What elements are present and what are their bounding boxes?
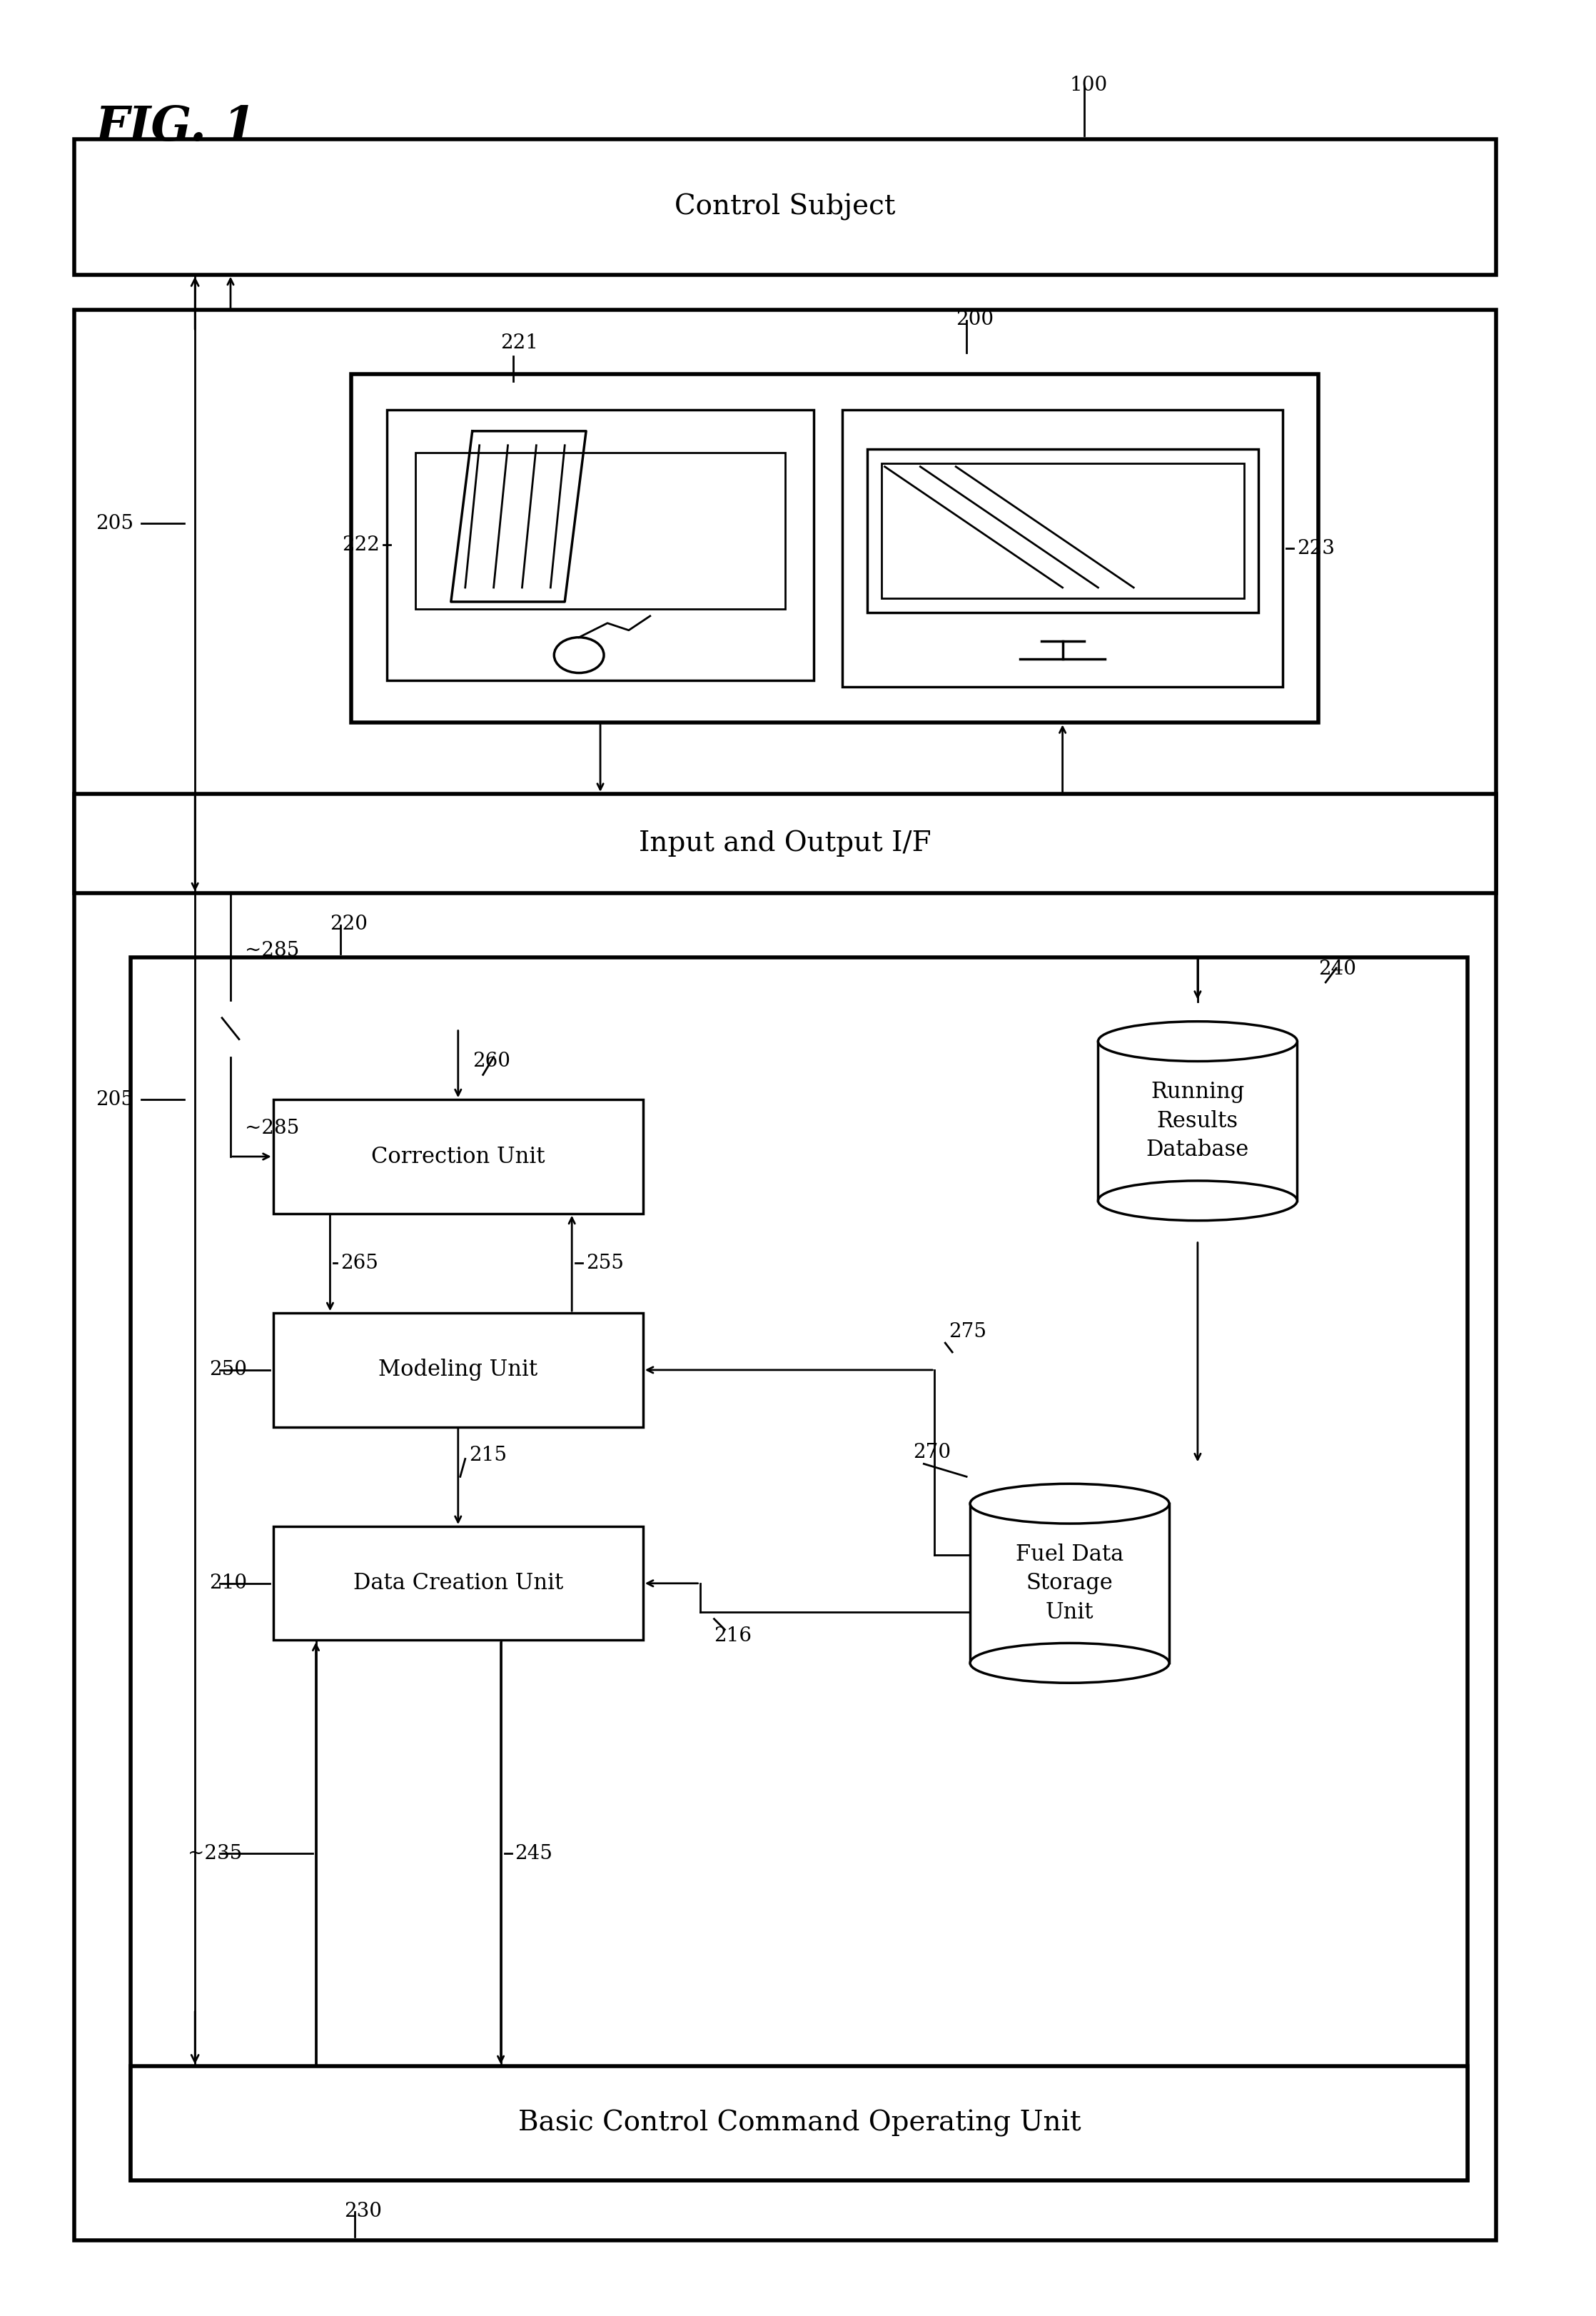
- Bar: [131, 2066, 1468, 2179]
- Text: 230: 230: [345, 2203, 381, 2221]
- Bar: [970, 1503, 1170, 1663]
- Bar: [386, 410, 814, 681]
- Text: 200: 200: [956, 310, 994, 329]
- Text: 216: 216: [713, 1626, 752, 1644]
- Text: Running
Results
Database: Running Results Database: [1146, 1082, 1250, 1160]
- Text: 255: 255: [586, 1253, 624, 1274]
- Bar: [273, 1526, 643, 1640]
- Text: ~285: ~285: [244, 940, 298, 959]
- Text: 275: 275: [948, 1322, 986, 1341]
- Text: 250: 250: [209, 1359, 247, 1380]
- Bar: [73, 310, 1497, 2240]
- Text: 270: 270: [913, 1443, 951, 1461]
- Text: 210: 210: [209, 1573, 247, 1593]
- Text: Control Subject: Control Subject: [675, 195, 895, 220]
- Bar: [131, 957, 1468, 2179]
- Text: 265: 265: [342, 1253, 378, 1274]
- Text: 205: 205: [96, 514, 132, 533]
- Ellipse shape: [1098, 1021, 1298, 1061]
- Text: Modeling Unit: Modeling Unit: [378, 1359, 538, 1380]
- Text: Fuel Data
Storage
Unit: Fuel Data Storage Unit: [1015, 1542, 1124, 1624]
- Text: 245: 245: [516, 1844, 552, 1864]
- Ellipse shape: [554, 637, 603, 674]
- Bar: [843, 410, 1283, 688]
- Ellipse shape: [970, 1485, 1170, 1524]
- Text: 223: 223: [1298, 540, 1334, 558]
- Text: 215: 215: [469, 1445, 506, 1466]
- Ellipse shape: [970, 1642, 1170, 1684]
- Text: Basic Control Command Operating Unit: Basic Control Command Operating Unit: [519, 2110, 1080, 2138]
- Text: FIG. 1: FIG. 1: [96, 104, 257, 151]
- Bar: [867, 449, 1258, 611]
- Bar: [415, 452, 785, 609]
- Text: Input and Output I/F: Input and Output I/F: [638, 829, 932, 857]
- Bar: [881, 463, 1243, 598]
- Text: 222: 222: [342, 535, 380, 554]
- Text: ~285: ~285: [244, 1119, 298, 1137]
- Text: 240: 240: [1318, 959, 1357, 980]
- Bar: [273, 1313, 643, 1427]
- Text: 205: 205: [96, 1091, 132, 1109]
- Text: 100: 100: [1069, 76, 1108, 95]
- Text: 220: 220: [330, 915, 369, 933]
- Text: Correction Unit: Correction Unit: [372, 1146, 544, 1167]
- Text: 221: 221: [501, 334, 538, 352]
- Ellipse shape: [1098, 1181, 1298, 1221]
- Bar: [73, 139, 1497, 276]
- Bar: [273, 1100, 643, 1214]
- Text: Data Creation Unit: Data Creation Unit: [353, 1573, 563, 1593]
- Text: 260: 260: [472, 1051, 511, 1072]
- Bar: [351, 375, 1318, 723]
- Bar: [73, 794, 1497, 894]
- Bar: [1098, 1042, 1298, 1200]
- Text: ~235: ~235: [188, 1844, 243, 1864]
